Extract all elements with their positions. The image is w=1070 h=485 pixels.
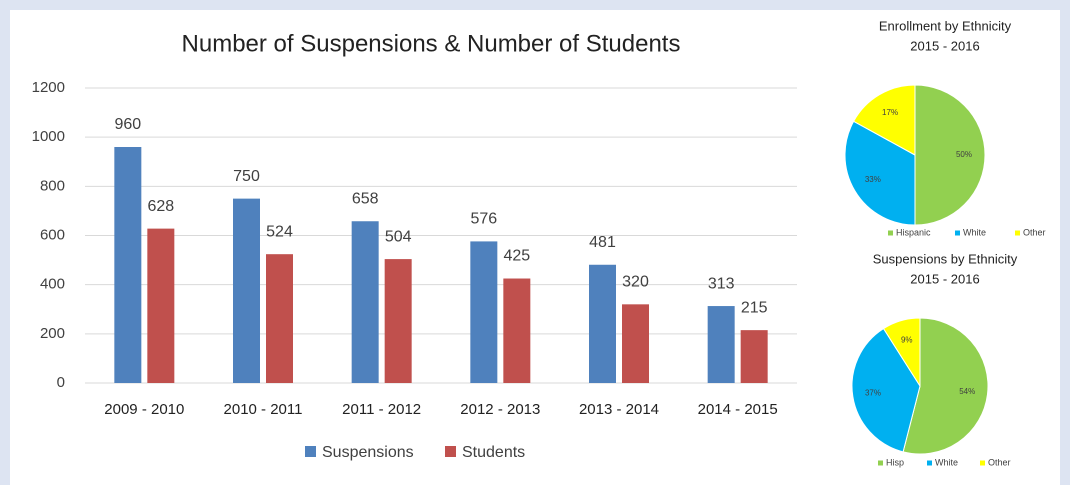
legend-label: Other [988, 457, 1011, 467]
y-tick-label: 600 [40, 226, 65, 243]
bar [266, 254, 293, 383]
legend-label: Other [1023, 227, 1046, 237]
y-tick-label: 200 [40, 325, 65, 342]
chart-title: Number of Suspensions & Number of Studen… [182, 30, 681, 57]
x-tick-label: 2009 - 2010 [104, 401, 184, 418]
legend-label: Hispanic [896, 227, 931, 237]
value-label: 524 [266, 223, 293, 240]
value-label: 215 [741, 299, 768, 316]
bar [351, 221, 379, 383]
legend-label: Suspensions [322, 444, 414, 461]
legend-label: White [935, 457, 958, 467]
legend-swatch [878, 460, 883, 466]
value-label: 481 [589, 234, 616, 251]
legend-label: White [963, 227, 986, 237]
slice-label: 33% [865, 175, 881, 184]
legend-swatch [1015, 230, 1020, 236]
bar [503, 278, 531, 383]
pie-slice [902, 317, 989, 455]
x-tick-label: 2011 - 2012 [342, 401, 421, 418]
pie-slice [852, 84, 916, 156]
slice-label: 37% [865, 389, 881, 398]
legend-swatch [445, 446, 456, 457]
x-tick-label: 2012 - 2013 [460, 401, 540, 418]
legend-swatch [980, 460, 985, 466]
x-tick-label: 2014 - 2015 [698, 401, 778, 418]
bar [622, 304, 649, 383]
pie-slice [914, 84, 986, 226]
y-tick-label: 1200 [32, 79, 65, 96]
value-label: 960 [114, 116, 141, 133]
value-label: 504 [385, 228, 412, 245]
value-label: 658 [352, 190, 379, 207]
bar [589, 264, 616, 383]
x-tick-label: 2010 - 2011 [224, 401, 303, 418]
bar [114, 147, 142, 383]
value-label: 576 [470, 211, 497, 228]
chart-title: Enrollment by Ethnicity [879, 18, 1012, 33]
y-tick-label: 800 [40, 177, 65, 194]
legend-swatch [888, 230, 893, 236]
y-tick-label: 400 [40, 276, 65, 293]
slice-label: 50% [956, 150, 972, 159]
chart-subtitle: 2015 - 2016 [910, 271, 979, 286]
legend-swatch [305, 446, 316, 457]
value-label: 313 [708, 275, 735, 292]
bar [147, 228, 175, 383]
legend-label: Hisp [886, 457, 904, 467]
legend-label: Students [462, 444, 525, 461]
bar [384, 259, 412, 383]
chart-title: Suspensions by Ethnicity [873, 251, 1018, 266]
bar [740, 330, 768, 383]
bar [707, 306, 735, 383]
legend-swatch [955, 230, 960, 236]
chart-subtitle: 2015 - 2016 [910, 38, 979, 53]
y-tick-label: 1000 [32, 128, 65, 145]
y-tick-label: 0 [57, 374, 65, 391]
legend-swatch [927, 460, 932, 466]
value-label: 628 [147, 198, 174, 215]
value-label: 750 [233, 168, 260, 185]
slice-label: 54% [959, 387, 975, 396]
value-label: 425 [503, 248, 530, 265]
slice-label: 17% [882, 108, 898, 117]
pie-slice [844, 120, 916, 226]
x-tick-label: 2013 - 2014 [579, 401, 659, 418]
slice-label: 9% [901, 335, 913, 344]
value-label: 320 [622, 274, 649, 291]
bar [470, 241, 498, 383]
pie-slice [882, 317, 921, 388]
bar [233, 198, 260, 383]
